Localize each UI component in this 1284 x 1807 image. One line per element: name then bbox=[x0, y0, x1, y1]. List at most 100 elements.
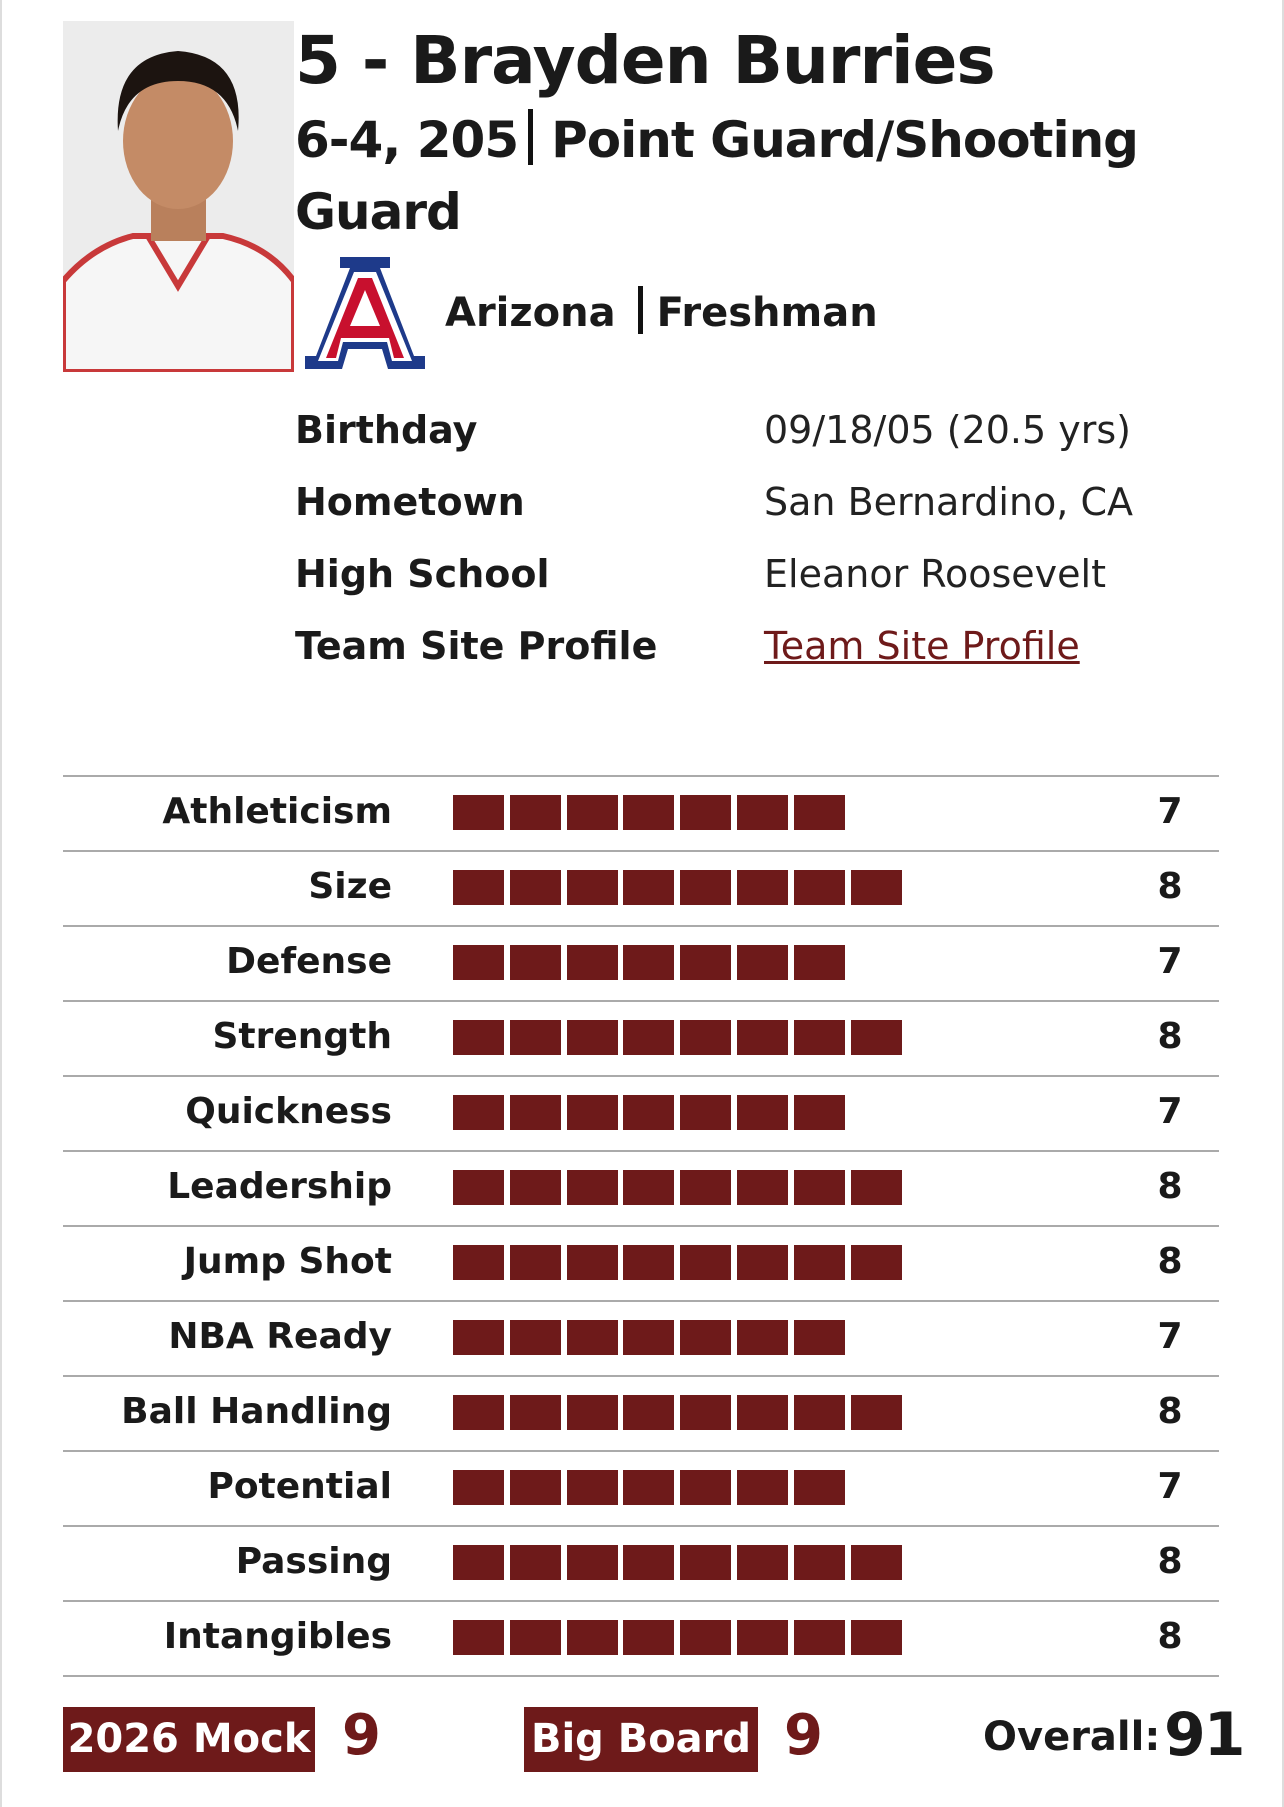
rating-square bbox=[850, 869, 902, 905]
rating-label: Size bbox=[308, 865, 392, 907]
rating-square bbox=[850, 1544, 902, 1580]
rating-value: 7 bbox=[1157, 1465, 1183, 1507]
rating-square bbox=[793, 869, 845, 905]
rating-square bbox=[793, 1394, 845, 1430]
rating-square bbox=[737, 1544, 788, 1580]
rating-square bbox=[566, 1019, 618, 1055]
rating-value: 7 bbox=[1157, 940, 1183, 982]
rating-value: 8 bbox=[1157, 1015, 1183, 1057]
rating-square bbox=[737, 944, 788, 980]
rating-value: 8 bbox=[1157, 865, 1183, 907]
rating-square bbox=[793, 1469, 845, 1505]
rating-bar bbox=[453, 1169, 907, 1205]
rule bbox=[63, 1300, 1219, 1302]
rating-square bbox=[793, 1619, 845, 1655]
rating-value: 8 bbox=[1157, 1165, 1183, 1207]
rating-square bbox=[623, 1394, 675, 1430]
player-photo bbox=[63, 21, 294, 372]
rating-label: Jump Shot bbox=[183, 1240, 392, 1282]
rating-square bbox=[850, 1394, 902, 1430]
rating-square bbox=[737, 1244, 788, 1280]
rating-square bbox=[509, 1394, 561, 1430]
rating-square bbox=[793, 1169, 845, 1205]
rating-square bbox=[680, 1094, 732, 1130]
rating-square bbox=[453, 1394, 504, 1430]
info-value: Eleanor Roosevelt bbox=[764, 552, 1106, 596]
rating-square bbox=[680, 869, 732, 905]
rating-square bbox=[566, 1619, 618, 1655]
rating-square bbox=[623, 794, 675, 830]
rating-square bbox=[680, 1394, 732, 1430]
rating-square bbox=[453, 794, 504, 830]
rating-square bbox=[680, 1319, 732, 1355]
rating-square bbox=[509, 1094, 561, 1130]
info-value: San Bernardino, CA bbox=[764, 480, 1133, 524]
position: Point Guard/Shooting Guard bbox=[295, 111, 1139, 241]
rating-square bbox=[453, 1094, 504, 1130]
rating-square bbox=[793, 1244, 845, 1280]
rating-square bbox=[566, 1244, 618, 1280]
rating-square bbox=[453, 944, 504, 980]
rating-square bbox=[680, 794, 732, 830]
rating-bar bbox=[453, 1319, 851, 1355]
rating-square bbox=[623, 869, 675, 905]
mock-label: 2026 Mock bbox=[63, 1707, 315, 1772]
rating-square bbox=[453, 869, 504, 905]
rule bbox=[63, 1525, 1219, 1527]
rating-square bbox=[850, 1169, 902, 1205]
rating-square bbox=[623, 1469, 675, 1505]
rating-square bbox=[680, 1244, 732, 1280]
player-details: 6-4, 205 Point Guard/Shooting Guard bbox=[295, 104, 1195, 248]
rating-bar bbox=[453, 1544, 907, 1580]
rating-square bbox=[680, 1169, 732, 1205]
rating-value: 8 bbox=[1157, 1615, 1183, 1657]
rating-label: Athleticism bbox=[162, 790, 392, 832]
rule bbox=[63, 1375, 1219, 1377]
rule bbox=[63, 1225, 1219, 1227]
rating-square bbox=[566, 1319, 618, 1355]
rating-square bbox=[737, 869, 788, 905]
rating-square bbox=[623, 1544, 675, 1580]
rating-bar bbox=[453, 1394, 907, 1430]
team-logo bbox=[305, 257, 425, 369]
rating-square bbox=[793, 1544, 845, 1580]
rating-label: Passing bbox=[235, 1540, 392, 1582]
rating-square bbox=[623, 1244, 675, 1280]
rating-square bbox=[509, 944, 561, 980]
rating-value: 7 bbox=[1157, 1090, 1183, 1132]
rating-square bbox=[509, 1244, 561, 1280]
profile-link[interactable]: Team Site Profile bbox=[764, 624, 1080, 668]
team: Arizona bbox=[445, 290, 616, 336]
rating-square bbox=[850, 1619, 902, 1655]
player-name: 5 - Brayden Burries bbox=[295, 22, 996, 99]
rating-square bbox=[793, 944, 845, 980]
rating-square bbox=[737, 794, 788, 830]
rating-square bbox=[509, 1319, 561, 1355]
rating-label: Potential bbox=[207, 1465, 392, 1507]
rating-bar bbox=[453, 1619, 907, 1655]
rating-bar bbox=[453, 794, 851, 830]
rating-square bbox=[850, 1244, 902, 1280]
rating-square bbox=[793, 1019, 845, 1055]
rating-square bbox=[680, 1469, 732, 1505]
rating-square bbox=[793, 794, 845, 830]
rating-value: 7 bbox=[1157, 790, 1183, 832]
rating-square bbox=[623, 1094, 675, 1130]
info-label: Hometown bbox=[295, 480, 525, 524]
rating-square bbox=[623, 1319, 675, 1355]
board-label: Big Board bbox=[524, 1707, 758, 1772]
rating-value: 7 bbox=[1157, 1315, 1183, 1357]
rating-bar bbox=[453, 869, 907, 905]
team-line: Arizona Freshman bbox=[445, 286, 878, 336]
rating-square bbox=[793, 1319, 845, 1355]
rating-square bbox=[793, 1094, 845, 1130]
rating-square bbox=[566, 869, 618, 905]
rating-square bbox=[509, 1469, 561, 1505]
rating-square bbox=[737, 1469, 788, 1505]
rating-bar bbox=[453, 1094, 851, 1130]
rating-square bbox=[453, 1019, 504, 1055]
rating-value: 8 bbox=[1157, 1390, 1183, 1432]
rating-square bbox=[850, 1019, 902, 1055]
rating-square bbox=[509, 869, 561, 905]
